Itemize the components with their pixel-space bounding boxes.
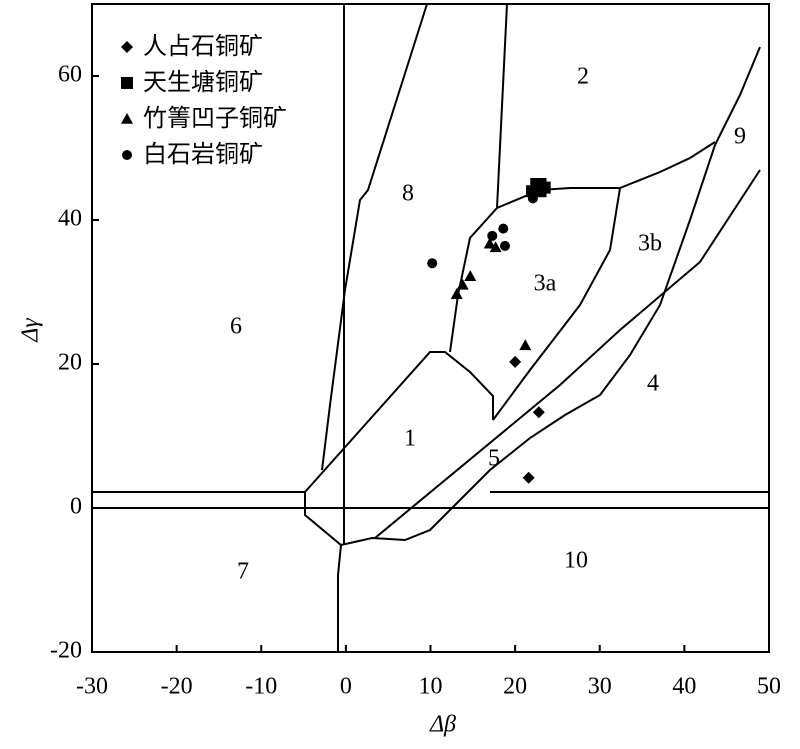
- marker-triangle: [519, 339, 532, 351]
- y-tick-label: 0: [70, 494, 82, 520]
- marker-triangle: [489, 241, 502, 253]
- marker-diamond: [522, 471, 535, 484]
- marker-triangle: [450, 288, 463, 299]
- region-label: 7: [237, 559, 249, 585]
- legend-label: 竹箐凹子铜矿: [143, 104, 287, 132]
- legend-label: 白石岩铜矿: [143, 140, 263, 168]
- x-tick-label: -20: [161, 674, 193, 700]
- region-labels: 1 2 3a 3b 4 5 6 7 8 9 10: [230, 64, 746, 585]
- x-tick-label: 50: [757, 674, 781, 700]
- x-tick-label: 10: [419, 674, 443, 700]
- boundary: [449, 141, 716, 353]
- x-tick-label: 40: [672, 674, 696, 700]
- x-tick-label: 0: [340, 674, 352, 700]
- x-tick-label: 30: [588, 674, 612, 700]
- marker-diamond: [509, 355, 522, 368]
- region-label: 2: [577, 64, 589, 90]
- boundary: [304, 351, 494, 493]
- marker-circle: [499, 240, 510, 251]
- region-boundaries: [92, 3, 769, 652]
- region-label: 3b: [638, 231, 662, 257]
- boundary: [337, 544, 342, 652]
- y-axis-label: Δγ: [18, 318, 44, 343]
- region-label: 10: [564, 548, 588, 574]
- boundary: [374, 169, 761, 539]
- boundary: [492, 187, 621, 421]
- y-tick-label: 40: [58, 206, 82, 232]
- region-label: 3a: [534, 271, 557, 297]
- region-label: 4: [647, 371, 659, 397]
- y-tick-label: 20: [58, 350, 82, 376]
- marker-circle: [427, 258, 438, 269]
- marker-triangle: [483, 237, 496, 249]
- marker-circle: [487, 230, 498, 241]
- marker-circle: [122, 150, 132, 160]
- region-label: 5: [488, 446, 500, 472]
- marker-square: [121, 77, 133, 89]
- region-label: 6: [230, 314, 242, 340]
- marker-diamond: [532, 406, 545, 419]
- legend-label: 天生塘铜矿: [143, 68, 263, 96]
- marker-square: [534, 185, 547, 198]
- region-label: 1: [404, 426, 416, 452]
- boundary: [496, 3, 508, 209]
- boundary: [92, 46, 761, 547]
- x-axis-label: Δβ: [429, 712, 456, 738]
- legend-label: 人占石铜矿: [143, 32, 263, 60]
- plot-frame: [91, 3, 770, 653]
- marker-triangle: [464, 270, 477, 281]
- marker-triangle: [456, 278, 469, 290]
- region-label: 9: [734, 124, 746, 150]
- marker-circle: [527, 193, 538, 204]
- x-tick-label: -10: [245, 674, 277, 700]
- boundary: [321, 3, 428, 471]
- marker-diamond: [121, 41, 133, 53]
- y-tick-label: -20: [50, 638, 82, 664]
- x-tick-label: 20: [503, 674, 527, 700]
- region-label: 8: [402, 181, 414, 207]
- marker-triangle: [121, 113, 133, 124]
- x-tick-label: -30: [76, 674, 108, 700]
- marker-circle: [498, 223, 509, 234]
- y-tick-label: 60: [58, 62, 82, 88]
